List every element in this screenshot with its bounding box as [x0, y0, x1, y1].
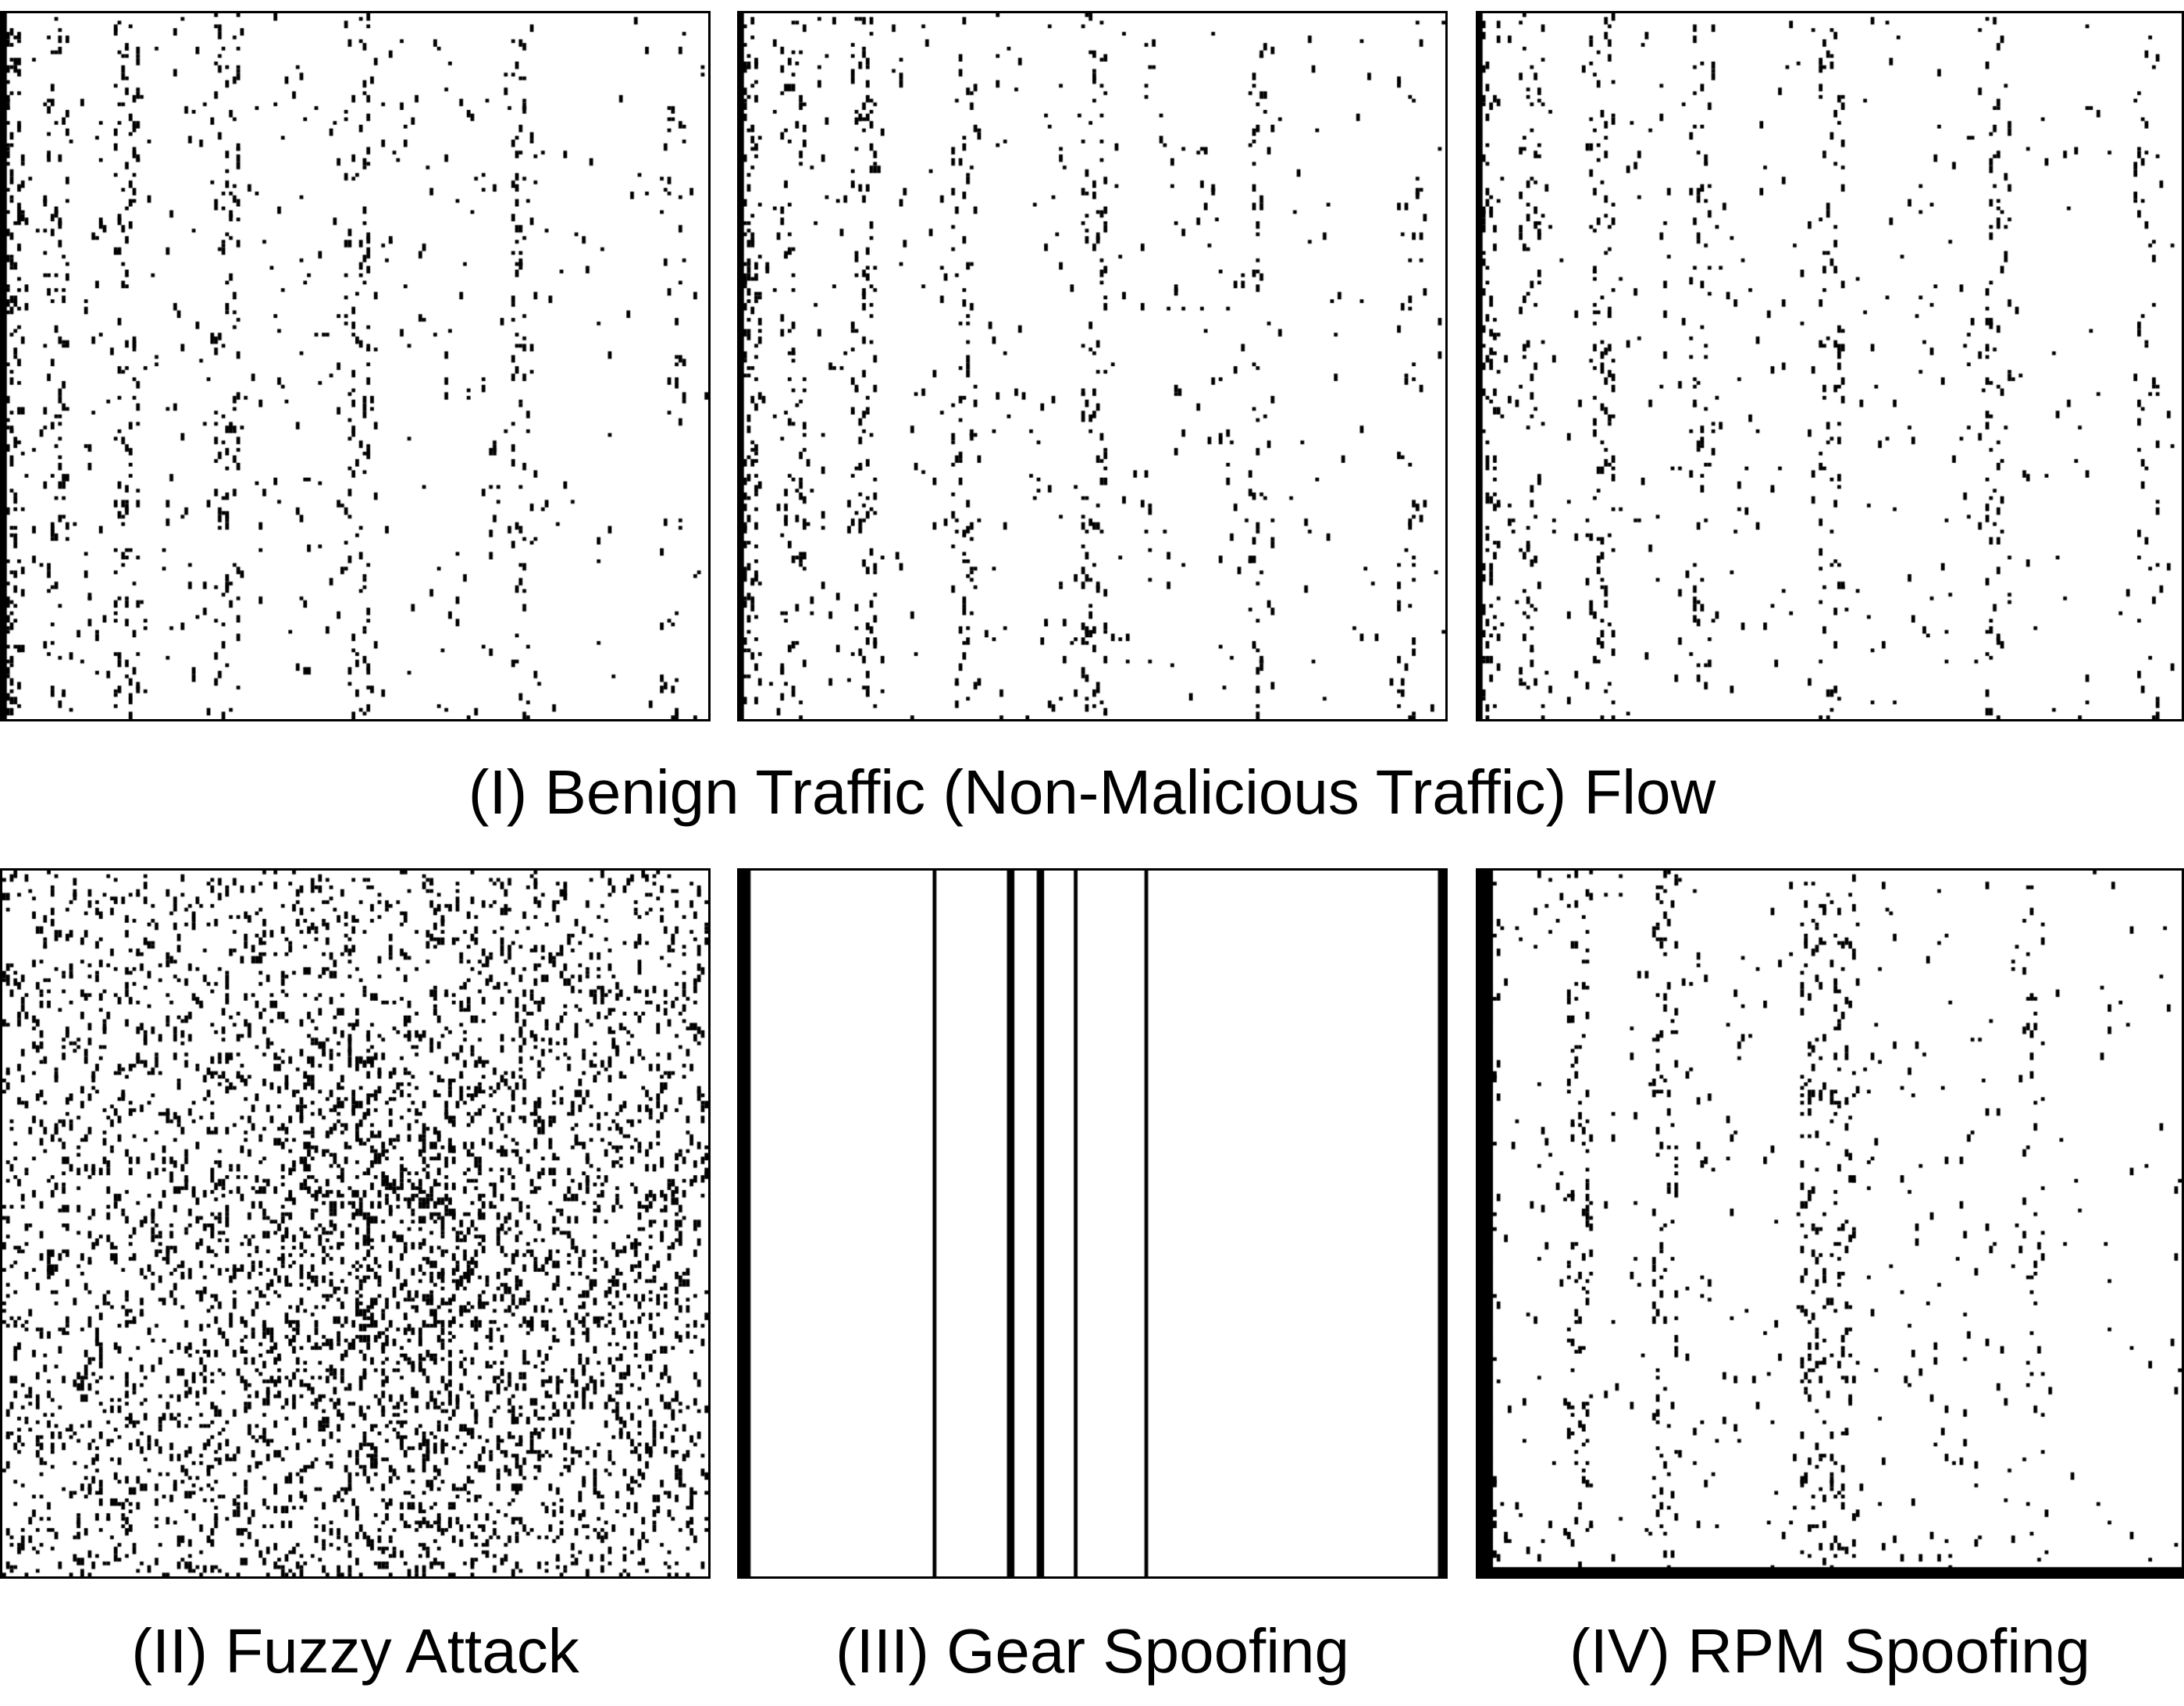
benign-traffic-image-2: [739, 13, 1445, 719]
benign-traffic-panel-1: [0, 11, 711, 721]
rpm-spoofing-caption: (IV) RPM Spoofing: [1569, 1616, 2090, 1686]
rpm-spoofing-image: [1478, 871, 2182, 1576]
benign-traffic-image-1: [2, 13, 708, 719]
gear-spoofing-image: [739, 871, 1445, 1576]
fuzzy-attack-caption: (II) Fuzzy Attack: [131, 1616, 579, 1686]
fuzzy-attack-panel: [0, 868, 711, 1579]
benign-traffic-image-3: [1478, 13, 2182, 719]
rpm-spoofing-panel: [1476, 868, 2184, 1579]
benign-traffic-panel-3: [1476, 11, 2184, 721]
benign-traffic-panel-2: [737, 11, 1448, 721]
fuzzy-attack-image: [2, 871, 708, 1576]
benign-traffic-caption: (I) Benign Traffic (Non-Malicious Traffi…: [468, 757, 1716, 827]
gear-spoofing-panel: [737, 868, 1448, 1579]
gear-spoofing-caption: (III) Gear Spoofing: [835, 1616, 1350, 1686]
